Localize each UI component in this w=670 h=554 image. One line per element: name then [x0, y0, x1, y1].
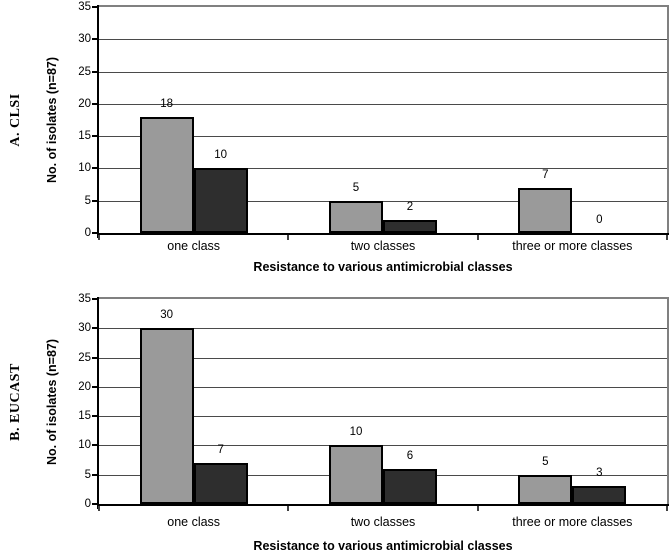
gridline	[99, 387, 667, 388]
y-tick-mark	[92, 167, 97, 169]
y-tick-label: 35	[78, 293, 91, 305]
category-label: two classes	[350, 239, 416, 253]
category-label: three or more classes	[512, 515, 633, 529]
x-tick-mark	[666, 235, 668, 240]
category-label: two classes	[350, 515, 416, 529]
gridline	[99, 416, 667, 417]
y-tick-label: 10	[78, 439, 91, 451]
gridline	[99, 72, 667, 73]
panel-label: A. CLSI	[8, 93, 23, 147]
y-tick-mark	[92, 6, 97, 8]
x-tick-mark	[666, 506, 668, 511]
bar-series-2-0	[193, 168, 248, 233]
panel-label: B. EUCAST	[8, 362, 23, 441]
y-axis-line	[97, 297, 99, 509]
plot-right-border	[667, 5, 669, 233]
bar-value-label: 5	[352, 182, 360, 194]
bar-series-2-1	[383, 469, 437, 504]
gridline	[99, 136, 667, 137]
plot-right-border	[667, 297, 669, 504]
y-tick-mark	[92, 200, 97, 202]
y-tick-mark	[92, 38, 97, 40]
y-tick-mark	[92, 357, 97, 359]
y-tick-mark	[92, 103, 97, 105]
x-axis-title: Resistance to various antimicrobial clas…	[253, 539, 513, 553]
y-tick-label: 25	[78, 352, 91, 364]
category-label: one class	[167, 239, 221, 253]
x-tick-mark	[98, 235, 100, 240]
bar-value-label: 6	[406, 450, 414, 462]
bar-series-2-2	[572, 486, 627, 504]
gridline	[99, 201, 667, 202]
chart-panel-clsi: A. CLSI No. of isolates (n=87) 0 5 10 15 20 2…	[8, 1, 669, 274]
y-tick-label: 30	[78, 33, 91, 45]
bar-series-1-1	[329, 445, 383, 504]
bar-value-label: 3	[596, 467, 603, 479]
x-axis-title: Resistance to various antimicrobial clas…	[253, 260, 513, 274]
bar-value-label: 18	[160, 98, 174, 110]
bar-value-label: 10	[349, 426, 363, 438]
gridline	[99, 328, 667, 329]
y-tick-mark	[92, 415, 97, 417]
y-tick-label: 20	[78, 98, 91, 110]
y-tick-mark	[92, 444, 97, 446]
y-tick-mark	[92, 232, 97, 234]
x-axis-line	[97, 504, 669, 506]
bar-value-label: 7	[542, 169, 549, 181]
y-tick-label: 30	[78, 322, 91, 334]
plot-top-border	[99, 297, 669, 299]
bar-value-label: 30	[160, 309, 174, 321]
bar-series-1-1	[329, 201, 383, 233]
y-tick-label: 10	[78, 162, 91, 174]
bar-series-2-1	[383, 220, 437, 233]
gridline	[99, 104, 667, 105]
x-tick-mark	[477, 235, 479, 240]
y-tick-mark	[92, 135, 97, 137]
category-label: three or more classes	[512, 239, 633, 253]
y-tick-label: 15	[78, 410, 91, 422]
y-tick-mark	[92, 503, 97, 505]
bar-series-1-2	[518, 188, 573, 233]
y-tick-mark	[92, 298, 97, 300]
y-tick-label: 20	[78, 381, 91, 393]
y-tick-label: 0	[84, 227, 91, 239]
y-tick-mark	[92, 327, 97, 329]
y-tick-mark	[92, 386, 97, 388]
chart-panel-eucast: B. EUCAST No. of isolates (n=87) 0 5 10 15 2…	[0, 277, 670, 554]
y-tick-label: 35	[78, 1, 91, 13]
bar-series-1-0	[139, 328, 194, 504]
bar-value-label: 5	[542, 456, 549, 468]
plot-top-border	[99, 5, 669, 7]
bar-value-label: 2	[406, 201, 414, 213]
bar-value-label: 7	[217, 444, 224, 456]
x-tick-mark	[287, 506, 289, 511]
x-tick-mark	[477, 506, 479, 511]
y-tick-mark	[92, 474, 97, 476]
x-tick-mark	[287, 235, 289, 240]
gridline	[99, 445, 667, 446]
gridline	[99, 358, 667, 359]
gridline	[99, 39, 667, 40]
y-tick-label: 5	[84, 195, 91, 207]
y-axis-line	[97, 5, 99, 238]
x-axis-line	[97, 233, 669, 235]
bar-value-label: 10	[214, 149, 228, 161]
x-tick-mark	[98, 506, 100, 511]
y-tick-label: 25	[78, 66, 91, 78]
bar-value-label: 0	[596, 214, 603, 226]
category-label: one class	[167, 515, 221, 529]
bar-series-1-2	[518, 475, 573, 504]
bar-series-1-0	[139, 117, 194, 233]
y-tick-label: 15	[78, 130, 91, 142]
y-tick-mark	[92, 71, 97, 73]
y-tick-label: 0	[84, 498, 91, 510]
bar-series-2-0	[193, 463, 248, 504]
gridline	[99, 168, 667, 169]
y-tick-label: 5	[84, 469, 91, 481]
